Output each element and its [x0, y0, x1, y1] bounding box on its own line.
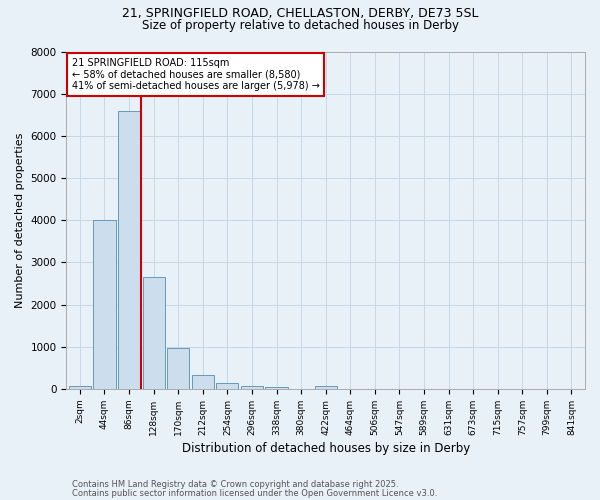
Bar	[94, 220, 116, 389]
Bar	[118, 110, 140, 389]
Text: 21, SPRINGFIELD ROAD, CHELLASTON, DERBY, DE73 5SL: 21, SPRINGFIELD ROAD, CHELLASTON, DERBY,…	[122, 8, 478, 20]
Bar	[143, 277, 165, 389]
Text: Size of property relative to detached houses in Derby: Size of property relative to detached ho…	[142, 19, 458, 32]
Text: Contains public sector information licensed under the Open Government Licence v3: Contains public sector information licen…	[72, 489, 437, 498]
Bar	[265, 388, 287, 389]
Bar	[69, 386, 91, 389]
Bar	[217, 384, 238, 389]
Bar	[192, 374, 214, 389]
Bar	[241, 386, 263, 389]
Text: Contains HM Land Registry data © Crown copyright and database right 2025.: Contains HM Land Registry data © Crown c…	[72, 480, 398, 489]
Bar	[167, 348, 189, 389]
Bar	[314, 386, 337, 389]
Y-axis label: Number of detached properties: Number of detached properties	[15, 132, 25, 308]
Text: 21 SPRINGFIELD ROAD: 115sqm
← 58% of detached houses are smaller (8,580)
41% of : 21 SPRINGFIELD ROAD: 115sqm ← 58% of det…	[71, 58, 319, 92]
X-axis label: Distribution of detached houses by size in Derby: Distribution of detached houses by size …	[182, 442, 470, 455]
